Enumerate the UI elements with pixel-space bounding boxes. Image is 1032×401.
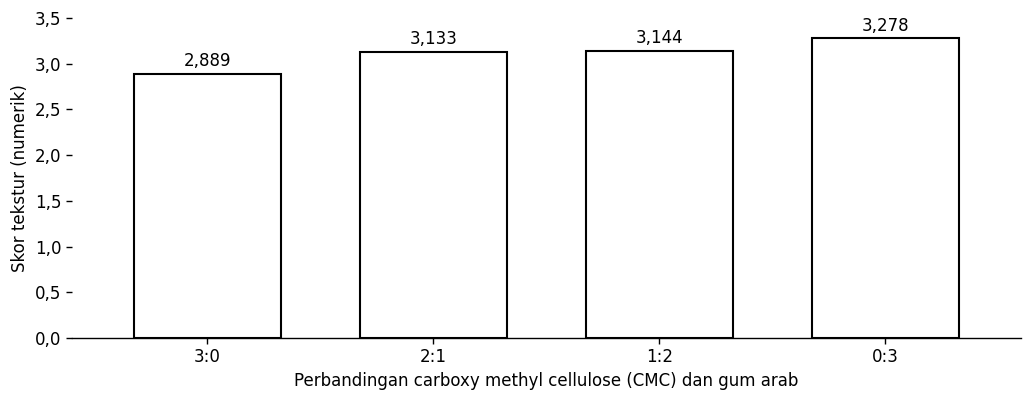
- Bar: [586, 51, 733, 338]
- X-axis label: Perbandingan carboxy methyl cellulose (CMC) dan gum arab: Perbandingan carboxy methyl cellulose (C…: [294, 372, 799, 390]
- Y-axis label: Skor tekstur (numerik): Skor tekstur (numerik): [11, 84, 29, 272]
- Bar: [134, 74, 281, 338]
- Text: 3,133: 3,133: [410, 30, 457, 48]
- Text: 3,144: 3,144: [636, 29, 683, 47]
- Bar: [812, 38, 959, 338]
- Bar: [360, 52, 507, 338]
- Text: 2,889: 2,889: [184, 52, 231, 70]
- Text: 3,278: 3,278: [862, 17, 909, 35]
